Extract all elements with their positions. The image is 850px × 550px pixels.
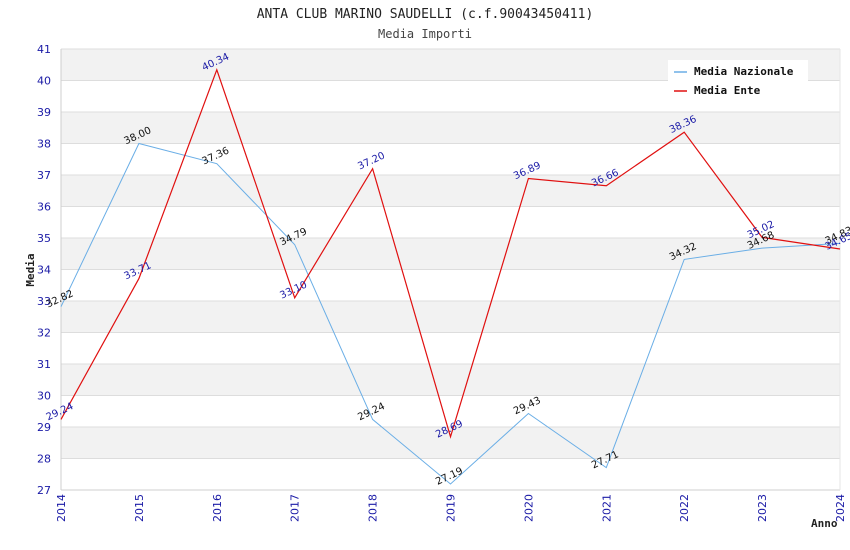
grid-band <box>61 427 840 459</box>
x-tick-label: 2016 <box>211 494 224 522</box>
x-tick-label: 2017 <box>289 494 302 522</box>
x-tick-label: 2019 <box>445 494 458 522</box>
y-tick-label: 39 <box>37 106 51 119</box>
series-line-nazionale <box>60 142 841 485</box>
chart-subtitle: Media Importi <box>378 27 472 41</box>
x-tick-labels: 2014 2015 2016 2017 2018 2019 2020 2021 2022 2023… <box>55 494 847 522</box>
grid-bands <box>61 49 840 459</box>
data-label-ente: 29.24 <box>45 401 76 423</box>
y-tick-label: 34 <box>37 264 51 277</box>
x-tick-label: 2020 <box>522 494 535 522</box>
grid-band <box>61 175 840 207</box>
data-label-ente: 37.20 <box>356 150 387 172</box>
x-tick-label: 2022 <box>678 494 691 522</box>
data-label-nazionale: 37.36 <box>200 145 231 167</box>
chart-title: ANTA CLUB MARINO SAUDELLI (c.f.900434504… <box>257 7 594 22</box>
y-tick-label: 28 <box>37 453 51 466</box>
x-tick-label: 2014 <box>55 494 68 522</box>
y-axis-label: Media <box>24 253 37 286</box>
y-tick-label: 38 <box>37 138 51 151</box>
y-tick-label: 27 <box>37 484 51 497</box>
data-label-nazionale: 27.19 <box>434 466 465 488</box>
x-tick-label: 2018 <box>367 494 380 522</box>
y-tick-label: 36 <box>37 201 51 214</box>
legend: Media Nazionale Media Ente <box>668 60 808 100</box>
y-tick-label: 33 <box>37 295 51 308</box>
grid-band <box>61 238 840 270</box>
y-tick-label: 35 <box>37 232 51 245</box>
data-label-ente: 33.10 <box>278 279 309 301</box>
legend-box <box>668 60 808 100</box>
grid-band <box>61 301 840 333</box>
y-tick-label: 31 <box>37 358 51 371</box>
series-line-ente <box>60 68 841 439</box>
x-tick-label: 2024 <box>834 494 847 522</box>
data-label-nazionale: 29.24 <box>356 401 387 423</box>
x-tick-label: 2021 <box>600 494 613 522</box>
legend-label-nazionale: Media Nazionale <box>694 65 794 78</box>
axes <box>60 49 841 491</box>
y-tick-label: 41 <box>37 43 51 56</box>
y-tick-labels: 27 28 29 30 31 32 33 34 35 36 37 38 39 40 41 <box>37 43 51 497</box>
series-lines <box>60 68 841 485</box>
y-tick-label: 29 <box>37 421 51 434</box>
y-tick-label: 40 <box>37 75 51 88</box>
grid-band <box>61 112 840 144</box>
grid-band <box>61 364 840 396</box>
x-tick-label: 2023 <box>756 494 769 522</box>
x-tick-label: 2015 <box>133 494 146 522</box>
y-tick-label: 32 <box>37 327 51 340</box>
x-axis-label: Anno <box>811 517 838 530</box>
y-tick-label: 30 <box>37 390 51 403</box>
legend-label-ente: Media Ente <box>694 84 761 97</box>
y-tick-label: 37 <box>37 169 51 182</box>
